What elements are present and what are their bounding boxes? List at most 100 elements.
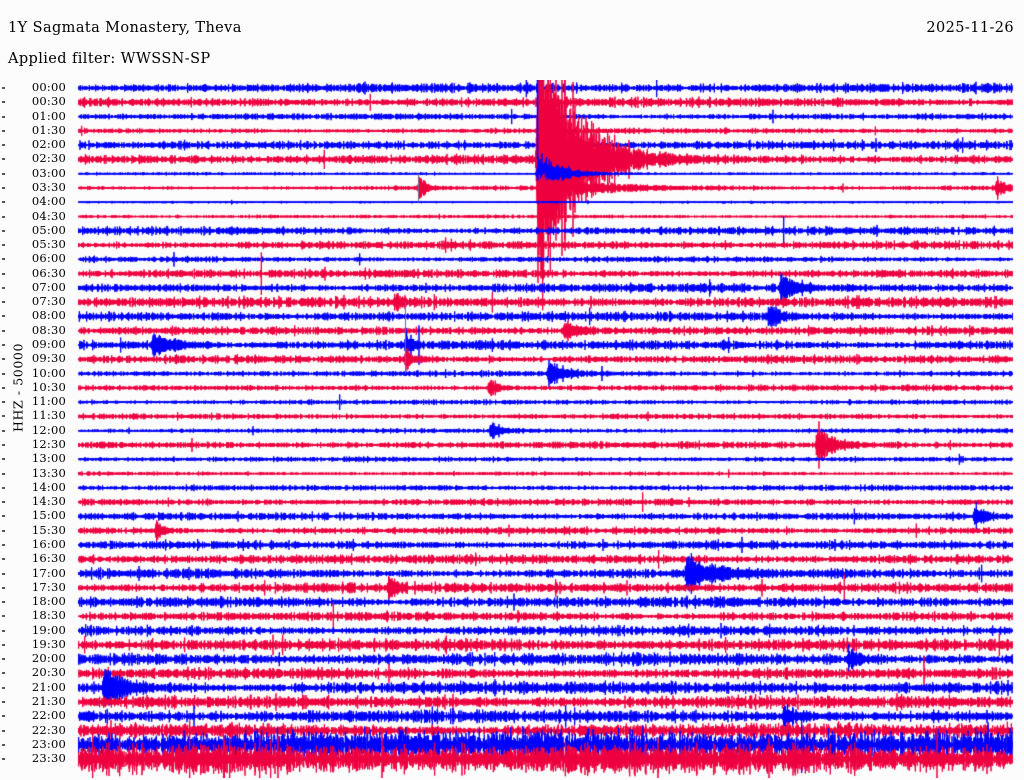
time-tick-mark (2, 586, 5, 589)
time-label: 23:00 (31, 736, 66, 751)
time-label: 12:00 (31, 422, 66, 437)
time-label: 07:30 (31, 294, 66, 309)
time-label: 21:00 (31, 679, 66, 694)
time-label: 04:00 (31, 194, 66, 209)
time-tick-mark (2, 386, 5, 389)
time-tick-mark (2, 501, 5, 504)
time-tick-mark (2, 758, 5, 761)
time-tick-mark (2, 444, 5, 446)
time-label: 21:30 (31, 694, 66, 709)
time-tick-mark (2, 401, 5, 404)
time-label: 02:00 (31, 137, 66, 152)
time-label: 18:30 (31, 608, 66, 623)
time-label: 23:30 (31, 751, 66, 766)
time-tick-mark (2, 672, 5, 675)
time-label: 08:00 (31, 308, 66, 323)
time-label: 02:30 (31, 151, 66, 166)
time-tick-mark (2, 172, 5, 175)
seismogram-traces (0, 80, 1024, 778)
time-tick-mark (2, 87, 5, 89)
time-tick-mark (2, 686, 5, 689)
time-label: 19:30 (31, 636, 66, 651)
time-tick-mark (2, 558, 5, 561)
time-tick-mark (2, 729, 5, 732)
time-label: 03:00 (31, 165, 66, 180)
time-label: 17:00 (31, 565, 66, 580)
time-label: 09:00 (31, 337, 66, 352)
time-label: 16:00 (31, 536, 66, 551)
time-label: 09:30 (31, 351, 66, 366)
time-label: 15:30 (31, 522, 66, 537)
time-tick-mark (2, 244, 5, 247)
time-axis: 00:00 00:30 01:00 01:30 02:00 02:30 03:00 03:30… (0, 80, 74, 778)
time-label: 01:00 (31, 108, 66, 123)
time-label: 05:30 (31, 237, 66, 252)
time-label: 08:30 (31, 322, 66, 337)
time-tick-mark (2, 358, 5, 361)
time-label: 20:30 (31, 665, 66, 680)
time-label: 07:00 (31, 279, 66, 294)
time-tick-mark (2, 344, 5, 347)
time-label: 20:00 (31, 651, 66, 666)
time-tick-mark (2, 229, 5, 232)
time-tick-mark (2, 515, 5, 518)
time-label: 13:30 (31, 465, 66, 480)
time-label: 03:30 (31, 179, 66, 194)
time-label: 10:30 (31, 379, 66, 394)
time-tick-mark (2, 529, 5, 532)
time-label: 05:00 (31, 222, 66, 237)
time-tick-mark (2, 658, 5, 661)
time-label: 06:00 (31, 251, 66, 266)
time-label: 19:00 (31, 622, 66, 637)
time-label: 00:30 (31, 94, 66, 109)
filter-label: Applied filter: WWSSN-SP (8, 51, 211, 67)
time-tick-mark (2, 715, 5, 718)
date-label: 2025-11-26 (926, 20, 1014, 36)
time-tick-mark (2, 315, 5, 318)
time-tick-mark (2, 643, 5, 646)
time-tick-mark (2, 101, 5, 104)
time-label: 00:00 (31, 80, 66, 94)
time-tick-mark (2, 372, 5, 375)
time-label: 01:30 (31, 122, 66, 137)
time-tick-mark (2, 615, 5, 618)
time-label: 22:30 (31, 722, 66, 737)
time-label: 15:00 (31, 508, 66, 523)
helicorder-plot: 00:00 00:30 01:00 01:30 02:00 02:30 03:00 03:30… (0, 80, 1024, 778)
time-tick-mark (2, 572, 5, 575)
time-label: 13:00 (31, 451, 66, 466)
time-tick-mark (2, 286, 5, 289)
time-label: 11:30 (31, 408, 66, 423)
time-label: 12:30 (31, 437, 66, 451)
time-label: 14:00 (31, 479, 66, 494)
time-label: 10:00 (31, 365, 66, 380)
time-tick-mark (2, 543, 5, 546)
time-tick-mark (2, 458, 5, 461)
time-tick-mark (2, 429, 5, 432)
time-tick-mark (2, 215, 5, 218)
page-title: 1Y Sagmata Monastery, Theva (8, 20, 242, 36)
time-tick-mark (2, 258, 5, 261)
time-tick-mark (2, 472, 5, 475)
time-tick-mark (2, 144, 5, 147)
time-label: 06:30 (31, 265, 66, 280)
time-tick-mark (2, 115, 5, 118)
time-tick-mark (2, 701, 5, 704)
time-tick-mark (2, 329, 5, 332)
time-tick-mark (2, 272, 5, 275)
time-label: 22:00 (31, 708, 66, 723)
time-label: 17:30 (31, 579, 66, 594)
time-label: 18:00 (31, 594, 66, 609)
time-tick-mark (2, 186, 5, 189)
time-tick-mark (2, 629, 5, 632)
time-tick-mark (2, 158, 5, 161)
time-label: 14:30 (31, 494, 66, 509)
time-tick-mark (2, 201, 5, 204)
time-tick-mark (2, 743, 5, 746)
time-tick-mark (2, 601, 5, 604)
time-label: 16:30 (31, 551, 66, 566)
time-tick-mark (2, 301, 5, 304)
time-tick-mark (2, 129, 5, 132)
time-tick-mark (2, 415, 5, 418)
